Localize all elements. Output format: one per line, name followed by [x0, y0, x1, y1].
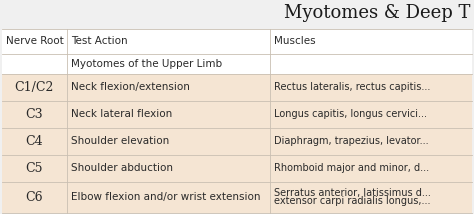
Text: C6: C6 — [26, 191, 43, 204]
Text: Serratus anterior, latissimus d...: Serratus anterior, latissimus d... — [274, 188, 431, 198]
Bar — [2, 74, 472, 101]
Text: Muscles: Muscles — [274, 36, 316, 46]
Text: Rhomboid major and minor, d...: Rhomboid major and minor, d... — [274, 163, 429, 173]
Text: Nerve Root: Nerve Root — [6, 36, 64, 46]
Bar — [2, 155, 472, 182]
Bar — [2, 128, 472, 155]
Text: extensor carpi radialis longus,...: extensor carpi radialis longus,... — [274, 196, 430, 206]
Text: Myotomes & Deep T: Myotomes & Deep T — [283, 4, 470, 22]
Text: Rectus lateralis, rectus capitis...: Rectus lateralis, rectus capitis... — [274, 82, 430, 92]
Text: Shoulder elevation: Shoulder elevation — [71, 136, 169, 146]
Bar — [2, 29, 472, 213]
Text: Myotomes of the Upper Limb: Myotomes of the Upper Limb — [71, 59, 222, 69]
Text: Neck lateral flexion: Neck lateral flexion — [71, 109, 172, 119]
Bar — [2, 101, 472, 128]
Text: Diaphragm, trapezius, levator...: Diaphragm, trapezius, levator... — [274, 136, 428, 146]
Text: Neck flexion/extension: Neck flexion/extension — [71, 82, 190, 92]
Text: C3: C3 — [26, 108, 43, 121]
Text: Test Action: Test Action — [71, 36, 128, 46]
Text: C4: C4 — [26, 135, 43, 148]
Text: Shoulder abduction: Shoulder abduction — [71, 163, 173, 173]
Bar — [2, 54, 472, 74]
Text: C5: C5 — [26, 162, 43, 175]
Text: Longus capitis, longus cervici...: Longus capitis, longus cervici... — [274, 109, 427, 119]
Text: C1/C2: C1/C2 — [15, 81, 54, 94]
Bar — [2, 29, 472, 54]
Text: Elbow flexion and/or wrist extension: Elbow flexion and/or wrist extension — [71, 192, 260, 202]
Bar — [2, 182, 472, 213]
